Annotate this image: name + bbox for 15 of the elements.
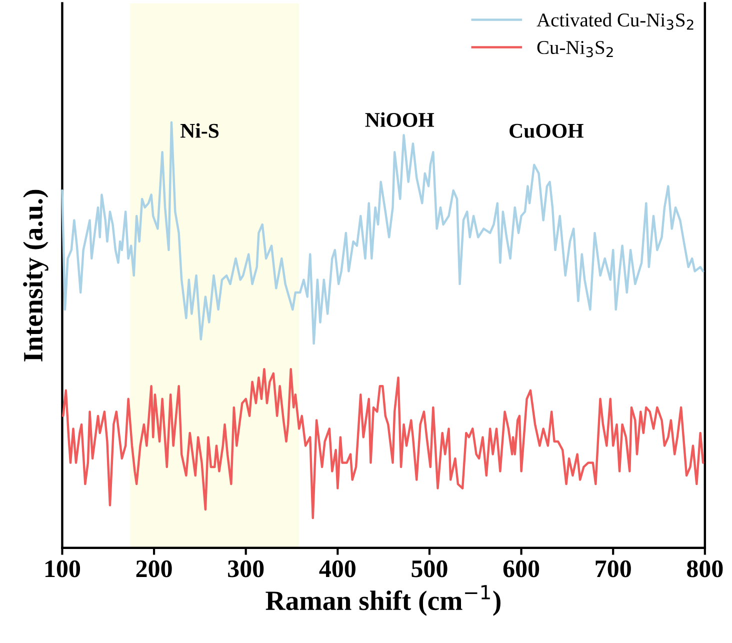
x-tick-label: 600	[503, 560, 540, 578]
legend-label: Cu-Ni$_{3}$S$_{2}$	[537, 40, 613, 58]
x-tick-label: 700	[596, 560, 631, 578]
x-tick-label: 300	[228, 560, 264, 578]
x-tick-label: 500	[412, 560, 448, 578]
y-axis-title: Intensity (a.u.)	[23, 190, 48, 362]
x-tick-label: 400	[319, 560, 356, 578]
annotation: NiOOH	[365, 112, 434, 127]
annotation: Ni-S	[180, 123, 219, 138]
annotation: CuOOH	[510, 124, 584, 138]
legend-label: Activated Cu-Ni$_{3}$S$_{2}$	[536, 12, 694, 30]
x-tick-label: 800	[687, 560, 723, 578]
x-axis-title: Raman shift (cm$^{−1}$)	[266, 585, 500, 616]
x-tick-label: 100	[45, 560, 80, 578]
x-tick-label: 200	[136, 560, 172, 578]
